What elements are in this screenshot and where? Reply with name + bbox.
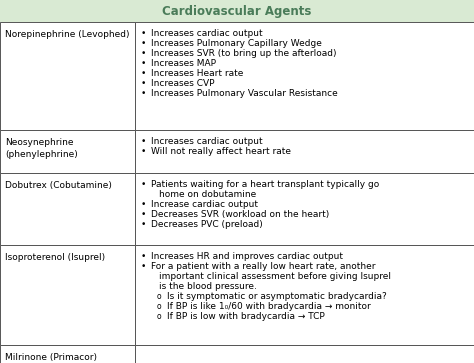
Bar [135, 22, 474, 130]
Text: Increase cardiac output: Increase cardiac output [151, 200, 258, 209]
Bar [135, 245, 474, 345]
Text: Is it symptomatic or asymptomatic bradycardia?: Is it symptomatic or asymptomatic bradyc… [167, 292, 387, 301]
Text: Increases cardiac output: Increases cardiac output [151, 137, 263, 146]
Text: Patients waiting for a heart transplant typically go: Patients waiting for a heart transplant … [151, 180, 379, 189]
Text: Cardiovascular Agents: Cardiovascular Agents [162, 4, 312, 17]
Text: is the blood pressure.: is the blood pressure. [159, 282, 257, 291]
Text: o: o [157, 302, 162, 311]
Bar [135, 345, 474, 363]
Text: Milrinone (Primacor): Milrinone (Primacor) [5, 353, 97, 362]
Text: home on dobutamine: home on dobutamine [159, 190, 256, 199]
Text: •: • [141, 252, 146, 261]
Text: •: • [141, 180, 146, 189]
Text: •: • [141, 89, 146, 98]
Text: •: • [141, 29, 146, 38]
Text: Decreases SVR (workload on the heart): Decreases SVR (workload on the heart) [151, 210, 329, 219]
Bar [0, 245, 135, 345]
Text: Will not really affect heart rate: Will not really affect heart rate [151, 147, 291, 156]
Text: Isoproterenol (Isuprel): Isoproterenol (Isuprel) [5, 253, 105, 262]
Bar [0, 22, 135, 130]
Text: Increases cardiac output: Increases cardiac output [151, 29, 263, 38]
Text: Increases SVR (to bring up the afterload): Increases SVR (to bring up the afterload… [151, 49, 337, 58]
Text: •: • [141, 262, 146, 271]
Text: •: • [141, 220, 146, 229]
Text: •: • [141, 200, 146, 209]
Text: Increases HR and improves cardiac output: Increases HR and improves cardiac output [151, 252, 343, 261]
Text: If BP is low with bradycardia → TCP: If BP is low with bradycardia → TCP [167, 313, 325, 322]
Text: Norepinephrine (Levophed): Norepinephrine (Levophed) [5, 30, 129, 39]
Text: o: o [157, 292, 162, 301]
Bar [0, 130, 135, 173]
Text: •: • [141, 210, 146, 219]
Text: •: • [141, 59, 146, 68]
Text: •: • [141, 79, 146, 88]
Text: Increases CVP: Increases CVP [151, 79, 215, 88]
Text: •: • [141, 69, 146, 78]
Text: Increases MAP: Increases MAP [151, 59, 216, 68]
Bar [0, 345, 135, 363]
Text: Neosynephrine
(phenylephrine): Neosynephrine (phenylephrine) [5, 138, 78, 159]
Text: If BP is like 1₀/60 with bradycardia → monitor: If BP is like 1₀/60 with bradycardia → m… [167, 302, 371, 311]
Text: Increases Pulmonary Vascular Resistance: Increases Pulmonary Vascular Resistance [151, 89, 338, 98]
Text: •: • [141, 39, 146, 48]
Text: •: • [141, 49, 146, 58]
Text: Increases Pulmonary Capillary Wedge: Increases Pulmonary Capillary Wedge [151, 39, 322, 48]
Bar [0, 173, 135, 245]
Bar [0, 0, 474, 22]
Bar [135, 130, 474, 173]
Text: For a patient with a really low heart rate, another: For a patient with a really low heart ra… [151, 262, 375, 271]
Text: Dobutrex (Сobutamine): Dobutrex (Сobutamine) [5, 181, 112, 190]
Text: Increases Heart rate: Increases Heart rate [151, 69, 244, 78]
Text: •: • [141, 137, 146, 146]
Text: •: • [141, 147, 146, 156]
Text: important clinical assessment before giving Isuprel: important clinical assessment before giv… [159, 272, 391, 281]
Text: Decreases PVC (preload): Decreases PVC (preload) [151, 220, 263, 229]
Bar [135, 173, 474, 245]
Text: o: o [157, 313, 162, 322]
